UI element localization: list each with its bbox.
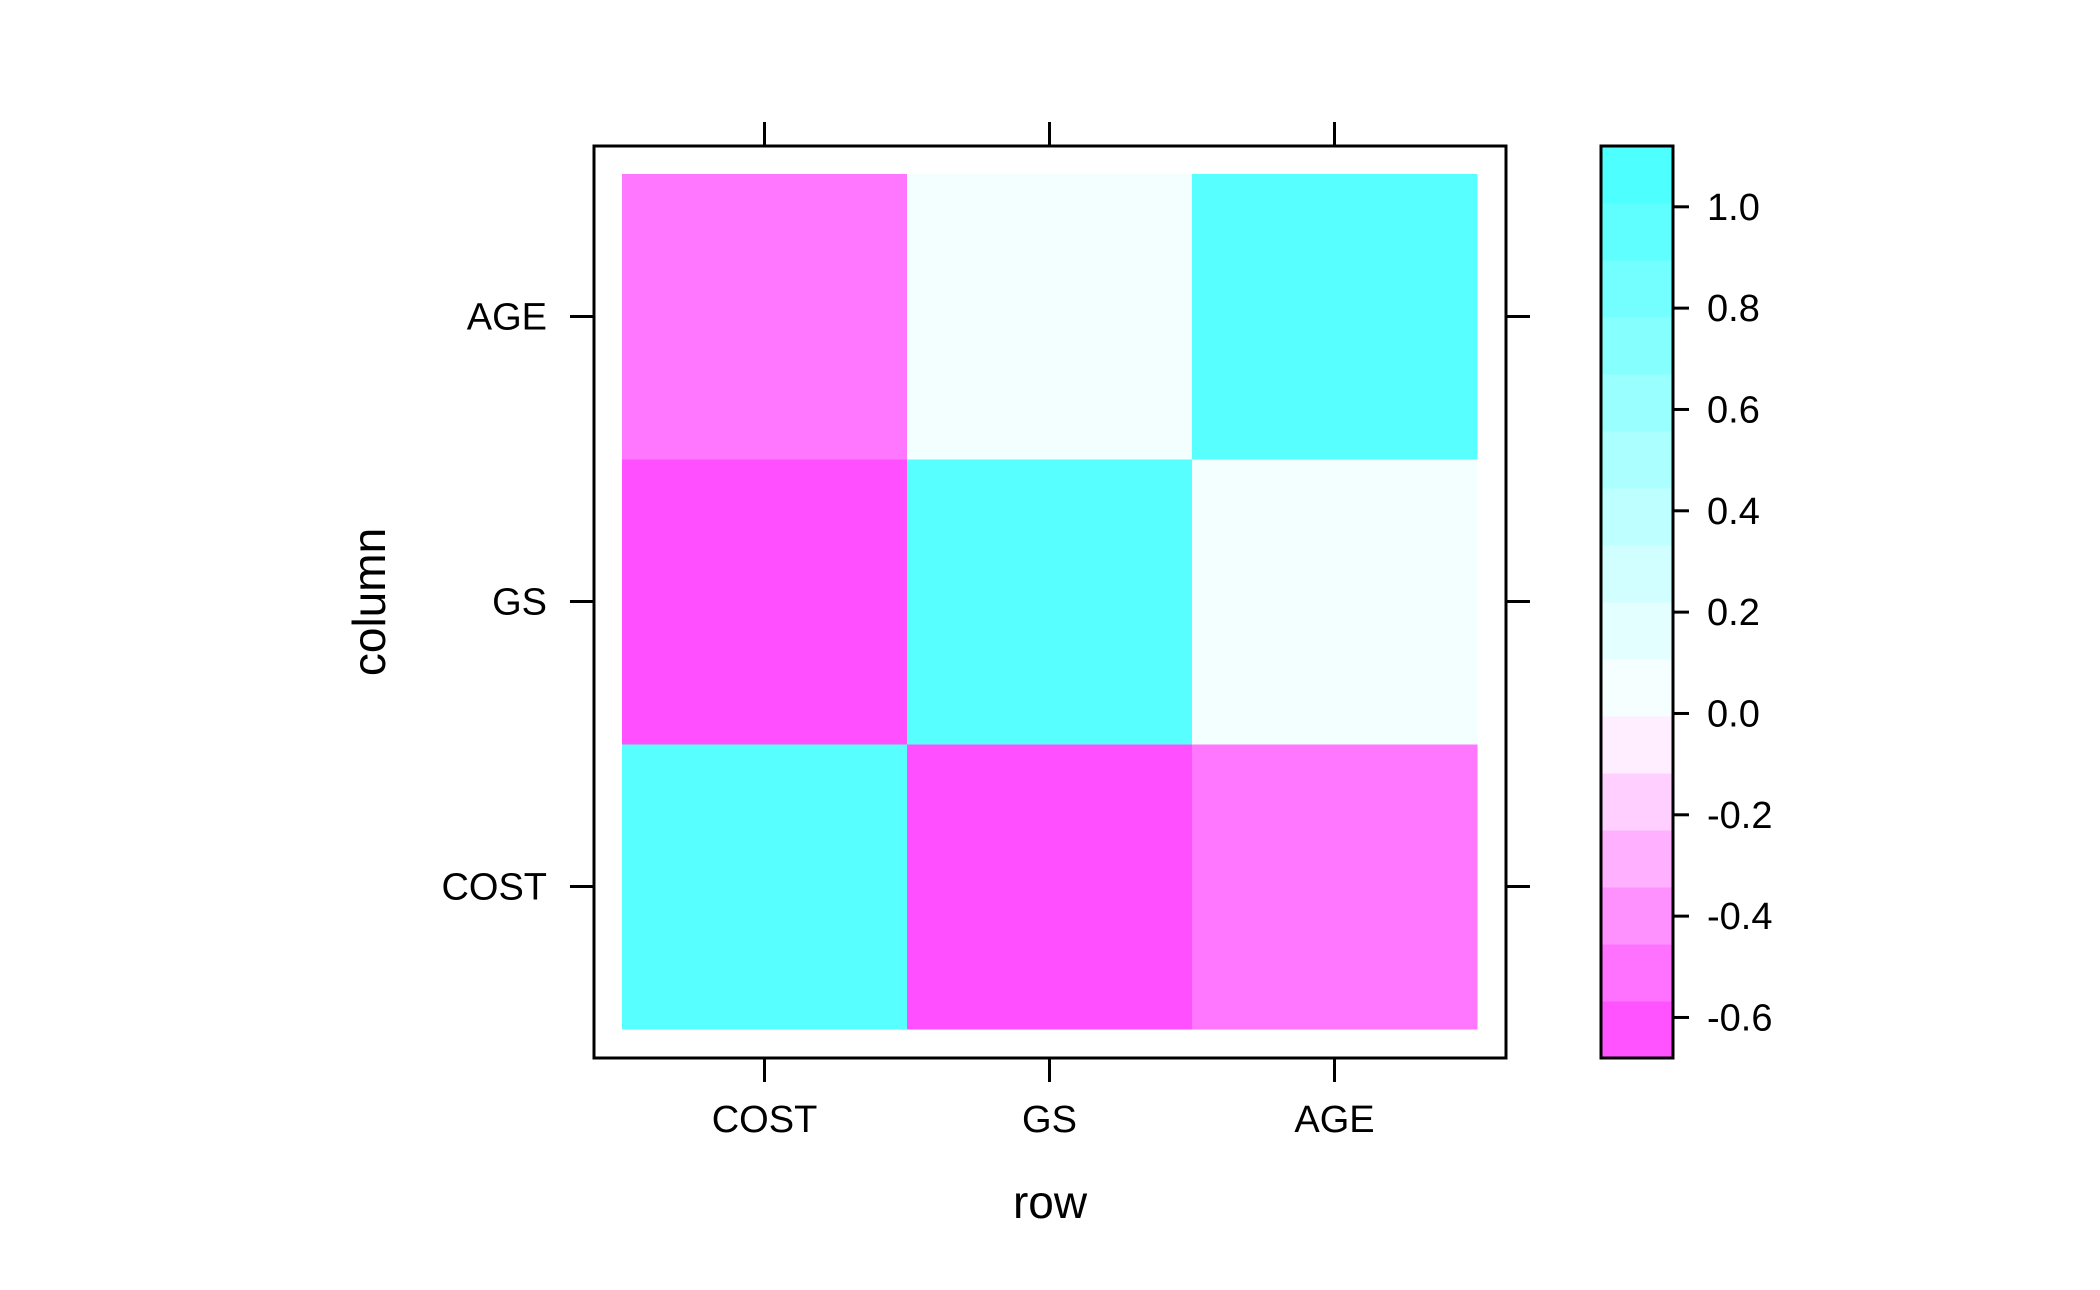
colorbar-tick-label: 0.8 [1707, 288, 1760, 330]
heatmap-cell-cost-cost [622, 744, 908, 1030]
colorbar-bin [1601, 431, 1673, 489]
heatmap-cell-age-age [1192, 174, 1478, 460]
colorbar-bin [1601, 1001, 1673, 1059]
colorbar-bin [1601, 887, 1673, 945]
colorbar-tick-label: -0.4 [1707, 896, 1772, 938]
y-axis: COST GS AGE [441, 297, 1530, 909]
heatmap-cell-gs-gs [907, 459, 1193, 745]
x-axis: COST GS AGE [712, 122, 1375, 1141]
colorbar-bin [1601, 716, 1673, 774]
colorbar-bin [1601, 830, 1673, 888]
colorbar-tick-label: 0.0 [1707, 693, 1760, 735]
colorbar: -0.6 -0.4 -0.2 0.0 0.2 0.4 0.6 0.8 1.0 [1599, 144, 1772, 1060]
colorbar-bin [1601, 602, 1673, 660]
y-axis-title: column [343, 528, 395, 676]
colorbar-tick-label: 0.6 [1707, 389, 1760, 431]
heatmap-cell-gs-cost [907, 744, 1193, 1030]
colorbar-bin [1601, 659, 1673, 717]
colorbar-bin [1601, 773, 1673, 831]
colorbar-frame [1599, 144, 1675, 1060]
x-tick-label: AGE [1294, 1099, 1374, 1141]
heatmap-cell-age-gs [1192, 459, 1478, 745]
heatmap-cell-cost-gs [622, 459, 908, 745]
heatmap-cell-cost-age [622, 174, 908, 460]
colorbar-bin [1601, 374, 1673, 432]
colorbar-tick-label: 0.2 [1707, 592, 1760, 634]
y-tick-label: AGE [467, 297, 547, 339]
y-tick-label: GS [492, 582, 547, 624]
colorbar-tick-label: -0.2 [1707, 795, 1772, 837]
x-axis-title: row [1013, 1176, 1088, 1228]
colorbar-bin [1601, 317, 1673, 375]
colorbar-tick-label: 1.0 [1707, 187, 1760, 229]
x-tick-label: COST [712, 1099, 818, 1141]
colorbar-bin [1601, 203, 1673, 261]
y-tick-label: COST [441, 867, 547, 909]
x-tick-label: GS [1022, 1099, 1077, 1141]
colorbar-tick-label: -0.6 [1707, 997, 1772, 1039]
heatmap-cell-gs-age [907, 174, 1193, 460]
colorbar-tick-label: 0.4 [1707, 491, 1760, 533]
colorbar-bin [1601, 944, 1673, 1002]
colorbar-bin [1601, 488, 1673, 546]
colorbar-bin [1601, 146, 1673, 204]
colorbar-bin [1601, 260, 1673, 318]
colorbar-bin [1601, 545, 1673, 603]
heatmap-cell-age-cost [1192, 744, 1478, 1030]
heatmap-cells [622, 174, 1478, 1030]
